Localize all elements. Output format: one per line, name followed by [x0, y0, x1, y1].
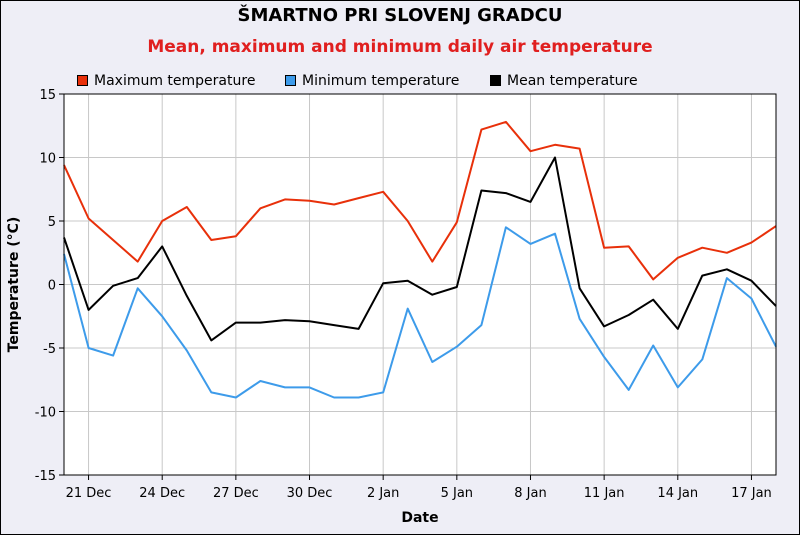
x-axis-title: Date	[401, 510, 438, 526]
x-tick-label: 14 Jan	[657, 486, 698, 501]
legend-swatch-mean	[490, 75, 501, 86]
x-tick-label: 24 Dec	[139, 486, 185, 501]
x-tick-label: 30 Dec	[287, 486, 333, 501]
legend-swatch-min	[285, 75, 296, 86]
y-tick-label: -10	[35, 406, 56, 421]
x-tick-label: 27 Dec	[213, 486, 259, 501]
legend-label-max: Maximum temperature	[94, 73, 256, 89]
legend-label-mean: Mean temperature	[507, 73, 638, 89]
y-tick-label: -15	[35, 469, 56, 484]
x-tick-label: 11 Jan	[584, 486, 625, 501]
x-tick-label: 5 Jan	[441, 486, 473, 501]
chart-title: ŠMARTNO PRI SLOVENJ GRADCU	[237, 5, 563, 26]
x-tick-label: 21 Dec	[66, 486, 112, 501]
chart-subtitle: Mean, maximum and minimum daily air temp…	[147, 37, 653, 57]
y-tick-label: 0	[48, 279, 56, 294]
x-tick-label: 8 Jan	[514, 486, 546, 501]
y-tick-label: 5	[48, 215, 56, 230]
series-lines	[63, 120, 777, 399]
max-temperature-line	[63, 120, 777, 281]
y-axis-title: Temperature (°C)	[6, 217, 22, 353]
x-tick-label: 2 Jan	[367, 486, 399, 501]
x-tick-label: 17 Jan	[731, 486, 772, 501]
y-tick-label: 10	[39, 152, 56, 167]
y-tick-label: -5	[43, 342, 56, 357]
x-axis-ticks: 21 Dec 24 Dec 27 Dec 30 Dec 2 Jan 5 Jan 8 Jan 1…	[66, 475, 772, 501]
y-axis-ticks: -15 -10 -5 0 5 10 15	[35, 88, 64, 484]
legend-label-min: Minimum temperature	[302, 73, 460, 89]
mean-temperature-line	[63, 156, 777, 342]
y-tick-label: 15	[39, 88, 56, 103]
min-temperature-line	[63, 226, 777, 399]
legend-swatch-max	[77, 75, 88, 86]
